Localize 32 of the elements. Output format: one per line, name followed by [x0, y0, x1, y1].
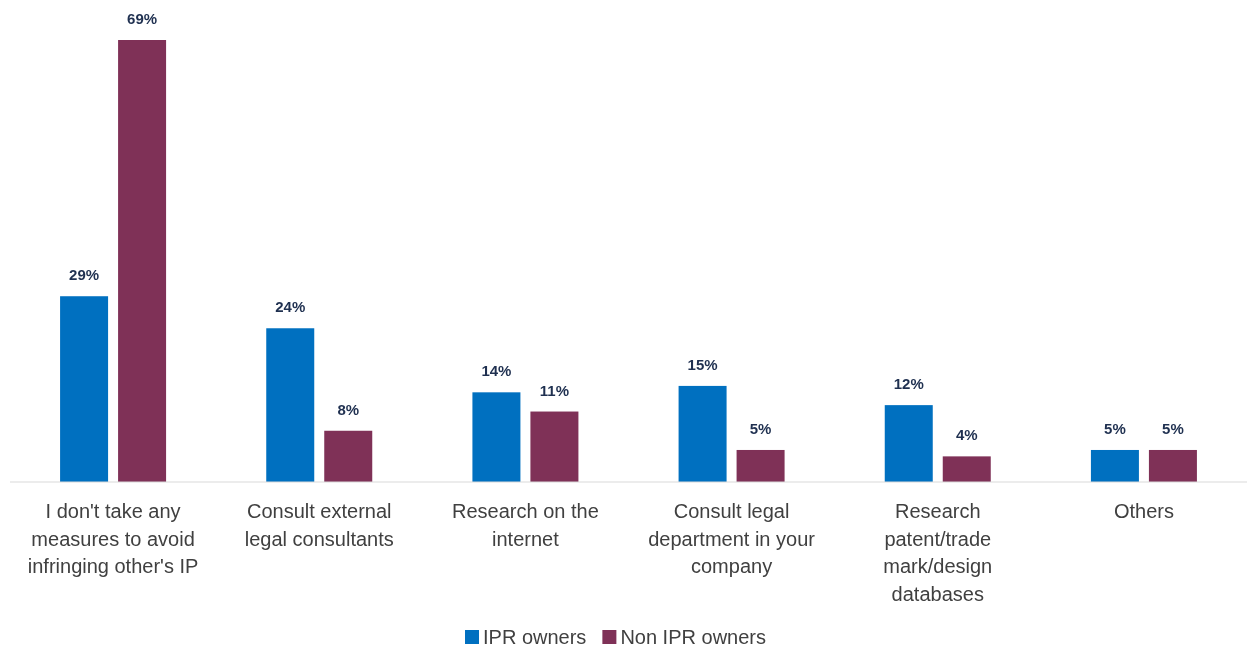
bar: [472, 392, 521, 482]
bar: [884, 405, 933, 482]
x-tick-label: Research patent/trade mark/design databases: [883, 500, 993, 605]
data-label: 14%: [481, 362, 512, 380]
data-label: 24%: [275, 298, 306, 316]
data-label: 5%: [1104, 419, 1126, 437]
data-label: 4%: [955, 426, 978, 444]
data-label: 5%: [1162, 419, 1184, 437]
bar: [1090, 449, 1139, 482]
bar: [942, 456, 991, 482]
bar: [530, 411, 579, 482]
x-tick-label: Others: [1113, 500, 1174, 522]
bar: [736, 449, 785, 482]
legend-label: Non IPR owners: [620, 626, 766, 648]
data-label: 8%: [337, 400, 360, 418]
data-label: 12%: [893, 375, 924, 393]
x-tick-label: Research on the internet: [452, 500, 599, 550]
x-tick-label: Consult external legal consultants: [244, 500, 394, 550]
bar: [1148, 449, 1197, 482]
bar: [118, 40, 167, 482]
bar: [266, 328, 315, 482]
legend-label: IPR owners: [483, 626, 587, 648]
data-label: 11%: [539, 381, 570, 399]
x-tick-label: Consult legal department in your company: [648, 500, 816, 577]
data-label: 15%: [687, 355, 718, 373]
data-label: 5%: [749, 419, 772, 437]
bar: [678, 385, 727, 482]
data-label: 69%: [127, 10, 158, 27]
bar: [324, 430, 373, 482]
data-label: 29%: [69, 266, 100, 284]
bar: [60, 296, 109, 482]
x-tick-label: I don't take any measures to avoid infringing other's IP: [27, 500, 199, 577]
